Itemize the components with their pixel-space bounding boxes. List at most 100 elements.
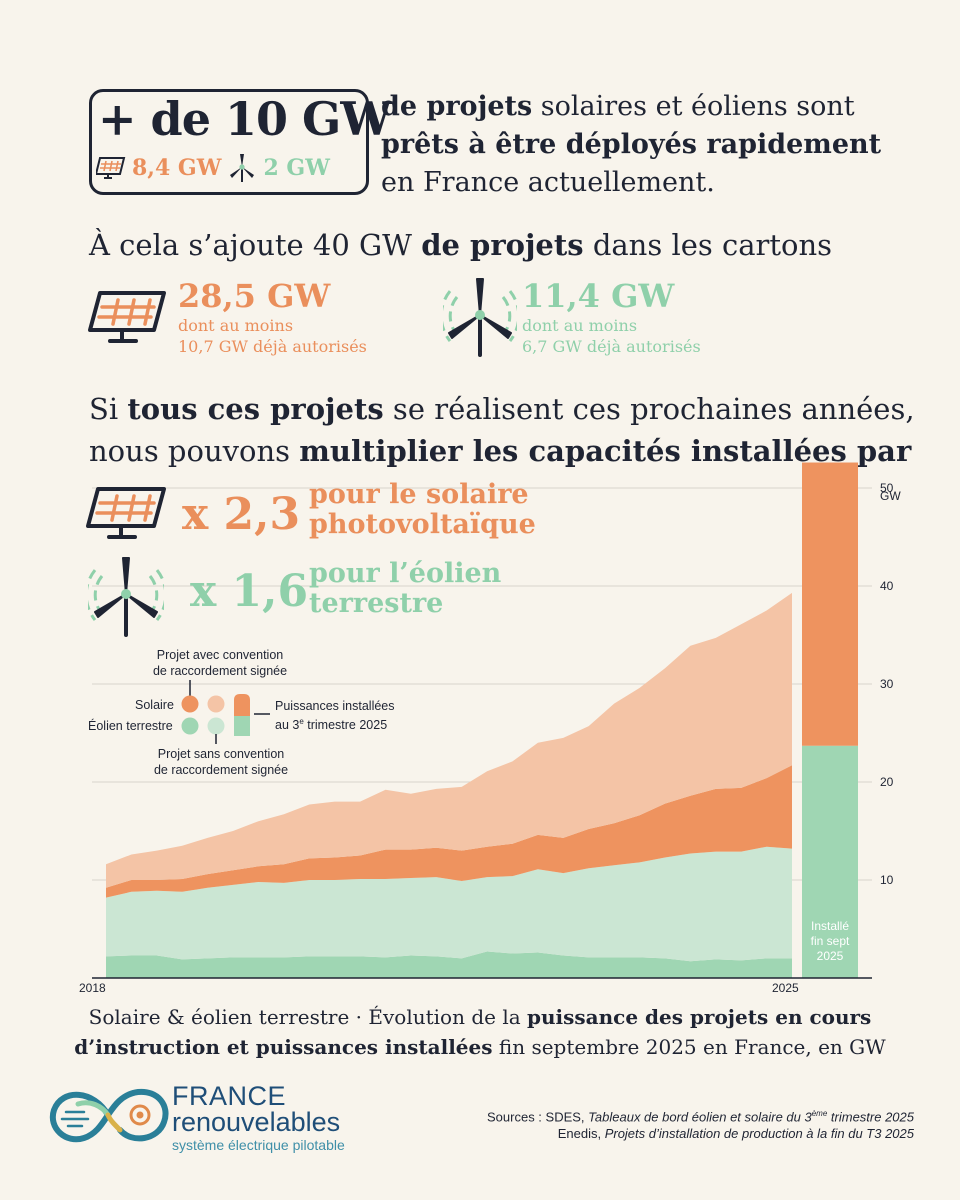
- solar-panel-icon: [86, 487, 166, 539]
- multiply-solar-label: pour le solaire photovoltaïque: [309, 480, 536, 540]
- multiply-line2-part1: nous pouvons: [89, 434, 300, 468]
- y-axis-ticks: 10 20 30 40 50: [880, 481, 894, 887]
- sources: Sources : SDES, Tableaux de bord éolien …: [487, 1105, 914, 1142]
- multiply-solar-label1: pour le solaire: [309, 479, 529, 510]
- installed-bar-wind: [802, 745, 858, 978]
- headline-text-normal3: en France actuellement.: [381, 167, 715, 198]
- legend-wind-signed-swatch: [181, 717, 199, 735]
- legend-installed: Puissances installées au 3e trimestre 20…: [275, 698, 395, 733]
- sources-line1: Sources : SDES, Tableaux de bord éolien …: [487, 1105, 914, 1125]
- area-series-2: [106, 765, 792, 898]
- area-series-0: [106, 951, 792, 978]
- caption-part3: d’instruction et puissances installées: [74, 1035, 493, 1059]
- cartons-wind-value: 11,4 GW: [522, 277, 675, 315]
- cartons-solar: 28,5 GW dont au moins 10,7 GW déjà autor…: [178, 277, 367, 357]
- cartons-solar-note2: 10,7 GW déjà autorisés: [178, 337, 367, 356]
- installed-bar-label1: Installé: [811, 919, 849, 933]
- y-tick-label-20: 20: [880, 775, 894, 789]
- area-series-3: [106, 592, 792, 888]
- logo-line1: FRANCE: [172, 1081, 287, 1111]
- headline-text-normal1: solaires et éoliens sont: [532, 91, 855, 122]
- y-tick-label-30: 30: [880, 677, 894, 691]
- wind-turbine-icon: [88, 557, 164, 637]
- sources-line2-italic: Projets d’installation de production à l…: [604, 1126, 914, 1142]
- brand-logo: FRANCE renouvelables système électrique …: [172, 1083, 345, 1154]
- area-series: [106, 592, 792, 978]
- installed-bar-label3: 2025: [817, 949, 844, 963]
- legend-unsigned-note: Projet sans convention de raccordement s…: [146, 746, 296, 778]
- legend-installed-solar-swatch: [234, 694, 250, 716]
- sources-line1-sup: ème: [811, 1109, 828, 1118]
- legend-solar-signed-swatch: [181, 695, 199, 713]
- legend-installed-post: trimestre 2025: [303, 718, 388, 733]
- legend-solar-unsigned-swatch: [207, 695, 225, 713]
- multiply-solar-label2: photovoltaïque: [309, 509, 536, 540]
- x-tick-start: 2018: [79, 981, 106, 995]
- cartons-heading-part1: À cela s’ajoute 40 GW: [89, 228, 422, 262]
- headline-solar-value: 8,4 GW: [132, 155, 222, 181]
- multiply-line1-part2: se réalisent ces prochaines années,: [383, 392, 915, 426]
- solar-panel-icon: [88, 291, 166, 343]
- headline-breakdown: 8,4 GW 2 GW: [96, 153, 330, 183]
- multiply-line2-bold: multiplier les capacités installées par: [299, 434, 912, 468]
- chart-caption: Solaire & éolien terrestre · Évolution d…: [60, 1002, 900, 1062]
- legend-installed-pre: au 3: [275, 718, 300, 733]
- cartons-heading: À cela s’ajoute 40 GW de projets dans le…: [89, 228, 832, 262]
- legend-unsigned-note2: de raccordement signée: [153, 763, 289, 777]
- multiply-solar-factor: x 2,3: [182, 489, 301, 540]
- installed-bar-label2: fin sept: [811, 934, 850, 948]
- cartons-heading-bold: de projets: [421, 228, 584, 262]
- legend-wind-unsigned-swatch: [207, 717, 225, 735]
- legend-unsigned-note1: Projet sans convention: [157, 747, 285, 761]
- cartons-wind-note1: dont au moins: [522, 316, 638, 335]
- legend-row-solar: Solaire: [135, 698, 174, 712]
- legend-swatches: [181, 680, 270, 744]
- installed-bar: [802, 462, 858, 978]
- cartons-solar-note1: dont au moins: [178, 316, 294, 335]
- multiply-line1-bold: tous ces projets: [127, 392, 384, 426]
- sources-line1-pre: Sources : SDES,: [487, 1109, 589, 1125]
- sources-line2-pre: Enedis,: [557, 1126, 605, 1142]
- legend-installed-sup: e: [299, 717, 304, 726]
- installed-bar-solar: [802, 462, 858, 746]
- multiply-wind-label: pour l’éolien terrestre: [309, 559, 501, 619]
- sources-line2: Enedis, Projets d’installation de produc…: [487, 1125, 914, 1142]
- headline-big-value: + de 10 GW: [98, 92, 392, 146]
- legend-signed-note: Projet avec convention de raccordement s…: [150, 647, 290, 679]
- logo-line2: renouvelables: [172, 1107, 341, 1137]
- cartons-wind-note2: 6,7 GW déjà autorisés: [522, 337, 701, 356]
- caption-part1: Solaire & éolien terrestre · Évolution d…: [88, 1005, 527, 1029]
- legend-signed-note2: de raccordement signée: [152, 664, 288, 678]
- legend-installed-wind-swatch: [234, 716, 250, 736]
- y-tick-label-40: 40: [880, 579, 894, 593]
- headline-box: [89, 89, 369, 195]
- multiply-wind-label2: terrestre: [309, 588, 444, 619]
- cartons-wind: 11,4 GW dont au moins 6,7 GW déjà autori…: [522, 277, 701, 357]
- multiply-heading: Si tous ces projets se réalisent ces pro…: [89, 388, 915, 472]
- headline-text-bold2: prêts à être déployés rapidement: [381, 129, 882, 160]
- logo-line3: système électrique pilotable: [172, 1137, 345, 1153]
- multiply-wind-label1: pour l’éolien: [309, 558, 502, 589]
- cartons-heading-part2: dans les cartons: [583, 228, 833, 262]
- multiply-line1-part1: Si: [89, 392, 128, 426]
- x-tick-end: 2025: [772, 981, 799, 995]
- headline-text-bold1: de projets: [381, 91, 533, 122]
- legend-row-wind: Éolien terrestre: [88, 719, 173, 733]
- legend-installed-line1: Puissances installées: [275, 699, 395, 713]
- legend-installed-line2: au 3e trimestre 2025: [275, 714, 395, 733]
- sources-line1-italic2: trimestre 2025: [827, 1109, 914, 1125]
- headline-text: de projets solaires et éoliens sont prêt…: [381, 88, 941, 202]
- wind-turbine-icon: [230, 154, 255, 182]
- y-tick-label-50: 50: [880, 481, 894, 495]
- caption-part4: fin septembre 2025 en France, en GW: [492, 1035, 886, 1059]
- sources-line1-italic: Tableaux de bord éolien et solaire du 3: [588, 1109, 812, 1125]
- headline-wind-value: 2 GW: [263, 155, 330, 181]
- area-series-1: [106, 846, 792, 962]
- wind-turbine-icon: [443, 278, 517, 357]
- cartons-solar-value: 28,5 GW: [178, 277, 331, 315]
- multiply-wind-factor: x 1,6: [190, 566, 309, 617]
- legend-signed-note1: Projet avec convention: [156, 648, 284, 662]
- caption-part2: puissance des projets en cours: [527, 1005, 872, 1029]
- france-renouvelables-logo-icon: [49, 1088, 169, 1143]
